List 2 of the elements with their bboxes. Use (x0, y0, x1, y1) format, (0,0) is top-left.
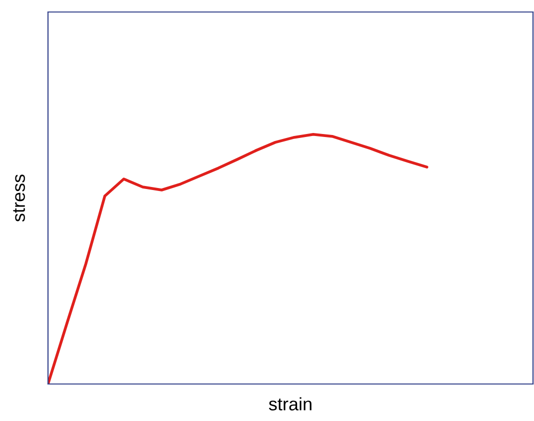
y-axis-title: stress (13, 174, 25, 222)
x-axis-title: strain (268, 397, 312, 410)
